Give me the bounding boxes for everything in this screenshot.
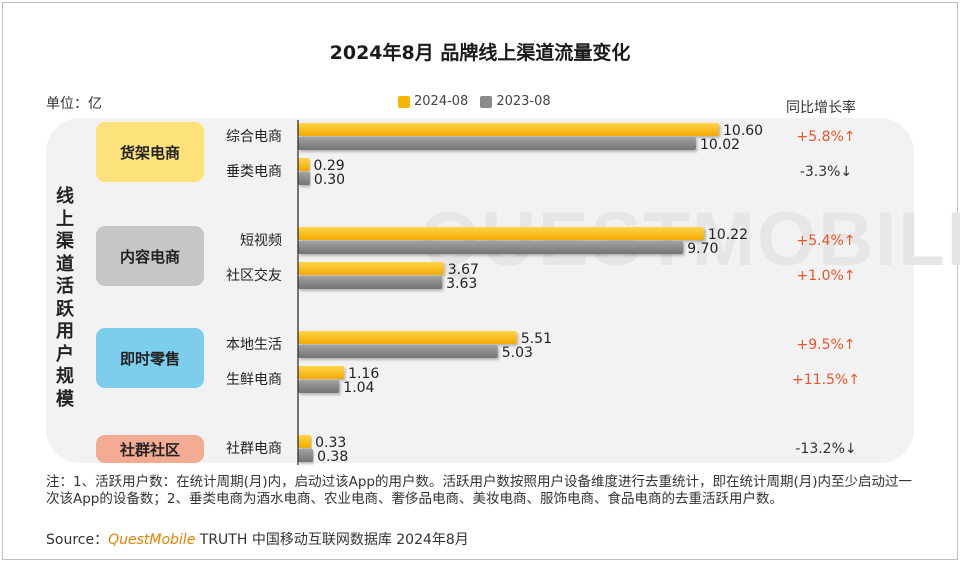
value-label: 0.29 (314, 158, 345, 174)
bar-2023 (298, 276, 443, 289)
value-label: 0.30 (314, 172, 345, 188)
legend-swatch-2023 (480, 95, 493, 108)
legend: 2024-08 2023-08 (398, 94, 563, 109)
category-label: 本地生活 (226, 337, 282, 353)
yoy-header: 同比增长率 (786, 100, 856, 116)
value-label: 5.51 (521, 331, 552, 347)
value-label: 10.60 (723, 123, 763, 139)
yoy-value: +11.5%↑ (792, 372, 860, 388)
vertical-axis-label: 线上渠道活跃用户规模 (52, 186, 78, 411)
group-badge-instant-retail: 即时零售 (96, 328, 204, 388)
axis-label-char: 模 (56, 388, 74, 410)
value-label: 1.04 (343, 380, 374, 396)
axis-label-char: 户 (56, 343, 74, 365)
axis-label-char: 活 (56, 276, 74, 297)
legend-item-2023: 2023-08 (480, 94, 551, 109)
yoy-value: -3.3%↓ (800, 164, 852, 180)
bar-2024 (298, 123, 719, 136)
bar-2023 (298, 449, 314, 462)
legend-label-2024: 2024-08 (414, 94, 469, 109)
bar-2024 (298, 158, 310, 171)
value-label: 0.33 (315, 435, 346, 451)
category-label: 短视频 (240, 233, 282, 249)
axis-label-char: 用 (56, 321, 74, 342)
footnote: 注：1、活跃用户数：在统计周期(月)内，启动过该App的用户数。活跃用户数按照用… (46, 474, 913, 507)
source-prefix: Source： (46, 532, 109, 548)
category-label: 综合电商 (226, 129, 282, 145)
value-label: 9.70 (687, 241, 718, 257)
source-brand: QuestMobile (108, 532, 196, 548)
axis-label-char: 渠 (56, 231, 74, 252)
yoy-value: +5.8%↑ (796, 129, 855, 145)
axis-label-char: 规 (56, 366, 74, 387)
bar-2024 (298, 331, 517, 344)
bar-2024 (298, 227, 704, 240)
bar-2023 (298, 241, 684, 254)
legend-item-2024: 2024-08 (398, 94, 468, 109)
value-label: 3.67 (448, 262, 479, 278)
value-label: 5.03 (502, 345, 533, 361)
value-label: 3.63 (446, 276, 477, 292)
yoy-value: +1.0%↑ (796, 268, 855, 284)
yoy-value: +5.4%↑ (796, 233, 855, 249)
axis-label-char: 道 (56, 253, 74, 275)
bar-2024 (298, 366, 345, 379)
value-label: 0.38 (317, 449, 348, 465)
source-line: Source：QuestMobile TRUTH 中国移动互联网数据库 2024… (46, 529, 469, 549)
axis-label-char: 线 (56, 186, 74, 207)
bar-2023 (298, 172, 310, 185)
yoy-value: -13.2%↓ (795, 441, 856, 457)
bar-2023 (298, 345, 498, 358)
category-label: 社群电商 (226, 441, 282, 457)
axis-label-char: 上 (56, 208, 74, 230)
yoy-value: +9.5%↑ (796, 337, 855, 353)
group-badge-content-ecommerce: 内容电商 (96, 226, 204, 286)
category-label: 生鲜电商 (226, 372, 282, 388)
chart-title: 2024年8月 品牌线上渠道流量变化 (329, 42, 631, 64)
group-badge-community: 社群社区 (96, 435, 204, 463)
category-label: 社区交友 (226, 267, 282, 284)
axis-label-char: 跃 (56, 298, 74, 320)
source-rest: TRUTH 中国移动互联网数据库 2024年8月 (195, 532, 469, 548)
legend-label-2023: 2023-08 (496, 94, 551, 109)
group-badge-shelf-ecommerce: 货架电商 (96, 122, 204, 182)
value-label: 10.22 (708, 227, 748, 243)
category-label: 垂类电商 (226, 164, 282, 180)
bar-2023 (298, 380, 340, 393)
value-label: 1.16 (348, 366, 379, 382)
bar-2023 (298, 137, 696, 150)
unit-label: 单位：亿 (46, 96, 102, 112)
bar-2024 (298, 262, 444, 275)
bar-2024 (298, 435, 312, 448)
value-label: 10.02 (700, 137, 740, 153)
legend-swatch-2024 (398, 95, 410, 108)
